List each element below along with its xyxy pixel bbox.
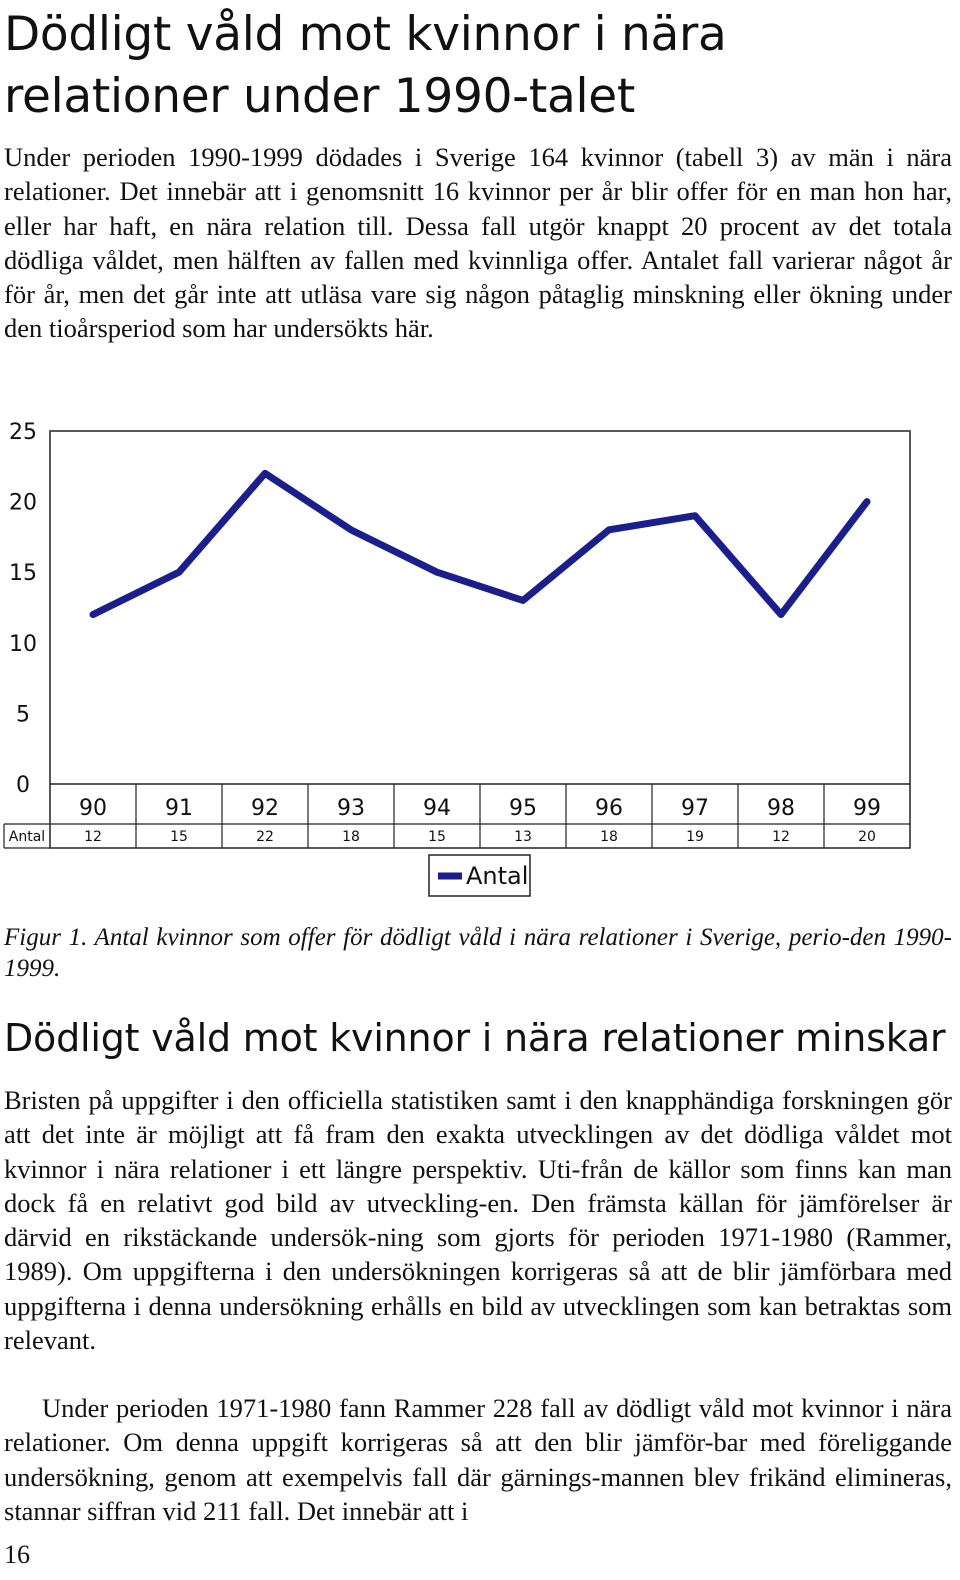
data-point xyxy=(865,500,869,504)
x-category-label: 91 xyxy=(165,796,193,821)
data-point xyxy=(693,514,697,518)
legend: Antal xyxy=(428,854,531,897)
data-point xyxy=(177,570,181,574)
table-value-cell: 18 xyxy=(342,829,360,845)
table-value-cell: 13 xyxy=(514,829,532,845)
body-paragraph-2: Under perioden 1971-1980 fann Rammer 228… xyxy=(4,1393,952,1526)
table-value-cell: 18 xyxy=(600,829,618,845)
x-category-label: 95 xyxy=(509,796,537,821)
table-value-cell: 22 xyxy=(256,829,274,845)
x-category-label: 99 xyxy=(853,796,881,821)
x-category-label: 94 xyxy=(423,796,451,821)
x-category-label: 98 xyxy=(767,796,795,821)
y-tick-label: 20 xyxy=(9,491,37,516)
x-category-label: 96 xyxy=(595,796,623,821)
table-value-cell: 20 xyxy=(858,829,876,845)
data-point xyxy=(263,471,267,475)
page-title: Dödligt våld mot kvinnor i nära relation… xyxy=(4,7,727,124)
data-point xyxy=(435,570,439,574)
y-tick-label: 15 xyxy=(9,561,37,586)
legend-label: Antal xyxy=(466,862,528,890)
section-heading: Dödligt våld mot kvinnor i nära relation… xyxy=(4,1016,946,1060)
data-point xyxy=(349,528,353,532)
body-paragraph-1: Bristen på uppgifter i den officiella st… xyxy=(4,1085,952,1356)
table-value-cell: 12 xyxy=(84,829,102,845)
series-layer xyxy=(89,469,871,619)
table-value-cell: 19 xyxy=(686,829,704,845)
data-point xyxy=(607,528,611,532)
y-tick-label: 25 xyxy=(9,420,37,445)
series-line-antal xyxy=(89,469,871,619)
intro-paragraph: Under perioden 1990-1999 dödades i Sveri… xyxy=(4,142,952,344)
x-category-label: 92 xyxy=(251,796,279,821)
data-point xyxy=(91,613,95,617)
data-point xyxy=(521,598,525,602)
x-category-label: 93 xyxy=(337,796,365,821)
y-tick-label: 5 xyxy=(16,702,30,727)
table-value-cell: 12 xyxy=(772,829,790,845)
x-category-label: 90 xyxy=(79,796,107,821)
page-number: 16 xyxy=(4,1540,30,1569)
data-point xyxy=(779,613,783,617)
table-value-cell: 15 xyxy=(170,829,188,845)
y-axis-ticks: 0 5 10 15 20 25 xyxy=(9,420,37,798)
x-category-label: 97 xyxy=(681,796,709,821)
y-tick-label: 0 xyxy=(16,773,30,798)
line-chart: 0 5 10 15 20 25 Antal 90 12 91 15 92 22 93 18 94 15 95 13… xyxy=(3,420,911,897)
table-value-cell: 15 xyxy=(428,829,446,845)
figure-caption: Figur 1. Antal kvinnor som offer för död… xyxy=(4,924,952,982)
y-tick-label: 10 xyxy=(9,632,37,657)
table-row-label: Antal xyxy=(9,829,45,845)
data-table: Antal 90 12 91 15 92 22 93 18 94 15 95 13 96 18 97 19 98 1… xyxy=(3,784,910,849)
